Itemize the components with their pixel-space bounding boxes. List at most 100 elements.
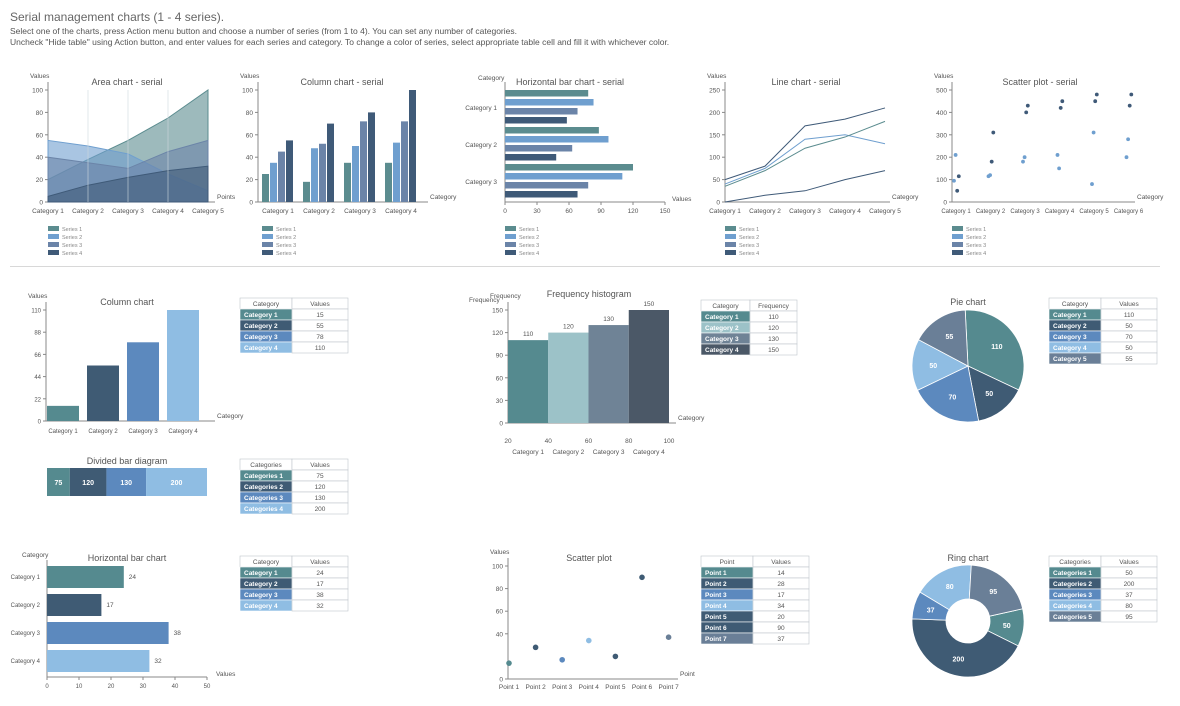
table-row-value: 20 — [777, 614, 785, 621]
table-row-label: Categories 3 — [1053, 592, 1092, 599]
table-header-label: Category — [253, 301, 280, 308]
x-axis-label: Category — [678, 415, 705, 422]
ring-value: 37 — [927, 607, 935, 614]
x-tick-label: Category 1 — [48, 429, 78, 435]
chart-title: Horizontal bar chart - serial — [516, 77, 624, 87]
x-axis-label: Category — [217, 413, 244, 420]
y-tick-label: 100 — [32, 88, 43, 95]
y-tick-label: 250 — [709, 88, 720, 95]
table-row-label: Category 4 — [244, 603, 278, 610]
x-tick-label: Category 3 — [1010, 209, 1040, 215]
legend-swatch — [725, 250, 736, 255]
hbar-bar — [505, 90, 589, 97]
pie-slice — [964, 309, 1025, 391]
table-row-label: Category 1 — [1053, 312, 1087, 319]
pie-value: 50 — [985, 391, 993, 398]
column-bar — [262, 174, 269, 202]
legend-label: Series 1 — [519, 227, 539, 233]
table-row-value: 130 — [315, 495, 326, 502]
column-bar — [87, 365, 119, 421]
table-header-label: Category — [1062, 301, 1089, 308]
x-tick-label: 30 — [533, 208, 541, 215]
x-axis-label: Category — [892, 194, 919, 201]
scatter-point — [1094, 92, 1099, 97]
scatter-point — [956, 174, 961, 179]
x-tick-label: 60 — [585, 438, 593, 445]
legend-swatch — [952, 226, 963, 231]
x-tick-label: 50 — [204, 684, 211, 690]
pie-value: 110 — [991, 344, 1002, 351]
table-row-value: 50 — [1125, 570, 1133, 577]
x-axis-label: Values — [216, 671, 236, 678]
hbar-bar — [505, 99, 594, 106]
table-header-label: Values — [771, 559, 791, 566]
y-tick-label: 44 — [34, 375, 41, 381]
scatter-point — [1124, 155, 1129, 160]
table-row-value: 95 — [1125, 614, 1133, 621]
table-header-label: Values — [310, 462, 330, 469]
y-tick-label: 120 — [492, 330, 503, 337]
y-tick-label: 100 — [709, 155, 720, 162]
hbar-bar — [505, 117, 567, 124]
pie-slice — [967, 365, 1020, 422]
chart-title: Divided bar diagram — [87, 456, 168, 466]
x-tick-label: Category 6 — [1114, 209, 1144, 215]
hbar-bar — [47, 650, 150, 672]
x-tick-label: Category 4 — [1045, 209, 1075, 215]
table-row-value: 110 — [315, 345, 326, 352]
x-axis-label: Category — [430, 194, 457, 201]
table-row-value: 55 — [316, 323, 324, 330]
column-bar — [360, 121, 367, 202]
line-series — [724, 120, 886, 187]
x-tick-label: Category 4 — [385, 208, 417, 215]
data-table-ring: Categories Values Categories 1 50 Categories… — [1048, 555, 1158, 623]
y-tick-label: 90 — [496, 353, 504, 360]
table-row-label: Category 2 — [1053, 323, 1087, 330]
x-tick-label: Point 5 — [605, 684, 626, 691]
table-row-value: 37 — [777, 636, 785, 643]
legend-swatch — [725, 226, 736, 231]
column-bar — [47, 405, 79, 421]
scatter-point — [1021, 159, 1025, 164]
scatter-point — [955, 188, 960, 193]
table-header-label: Values — [310, 559, 330, 566]
x-tick-label: Category 2 — [88, 429, 118, 435]
y-tick-label: 110 — [31, 309, 41, 315]
y-tick-label: 22 — [34, 397, 41, 403]
table-row-value: 78 — [316, 334, 324, 341]
chart-title: Ring chart — [947, 553, 989, 563]
y-axis-label: Values — [934, 73, 954, 80]
table-row-label: Point 3 — [705, 592, 727, 599]
y-tick-label: 20 — [246, 177, 254, 184]
scatter-point — [1058, 106, 1063, 110]
x-axis-label: Points — [217, 194, 236, 201]
legend-label: Series 2 — [739, 235, 759, 241]
x-tick-label: Point 1 — [499, 684, 520, 691]
legend-label: Series 4 — [62, 251, 82, 257]
table-row-label: Category 3 — [1053, 334, 1087, 341]
scatter-point — [1022, 155, 1027, 160]
y-tick-label: 40 — [246, 155, 254, 162]
x-tick-label: Point 4 — [579, 684, 600, 691]
scatter-point — [1025, 103, 1030, 108]
x-axis-label: Values — [672, 196, 692, 203]
scatter-point — [1093, 99, 1098, 104]
pie-value: 55 — [945, 334, 953, 341]
y-tick-label: 0 — [499, 677, 503, 684]
table-row-label: Categories 5 — [1053, 614, 1092, 621]
x-tick-label: Category 1 — [262, 208, 294, 215]
chart-title: Line chart - serial — [771, 77, 840, 87]
y-tick-label: 40 — [496, 631, 504, 638]
histogram-bar — [548, 332, 589, 423]
x-tick-label: Point 7 — [658, 684, 679, 691]
histogram-bar — [508, 340, 549, 423]
table-row-label: Category 3 — [244, 592, 278, 599]
y-tick-label: 200 — [709, 110, 720, 117]
legend-label: Series 3 — [62, 243, 82, 249]
data-table-pie: Category Values Category 1 110 Category 2 50 C… — [1048, 297, 1158, 365]
table-row-label: Categories 4 — [244, 506, 283, 513]
line-series — [724, 170, 886, 203]
table-row-label: Point 5 — [705, 614, 727, 621]
table-row-label: Category 4 — [244, 345, 278, 352]
table-row-value: 110 — [768, 314, 779, 321]
